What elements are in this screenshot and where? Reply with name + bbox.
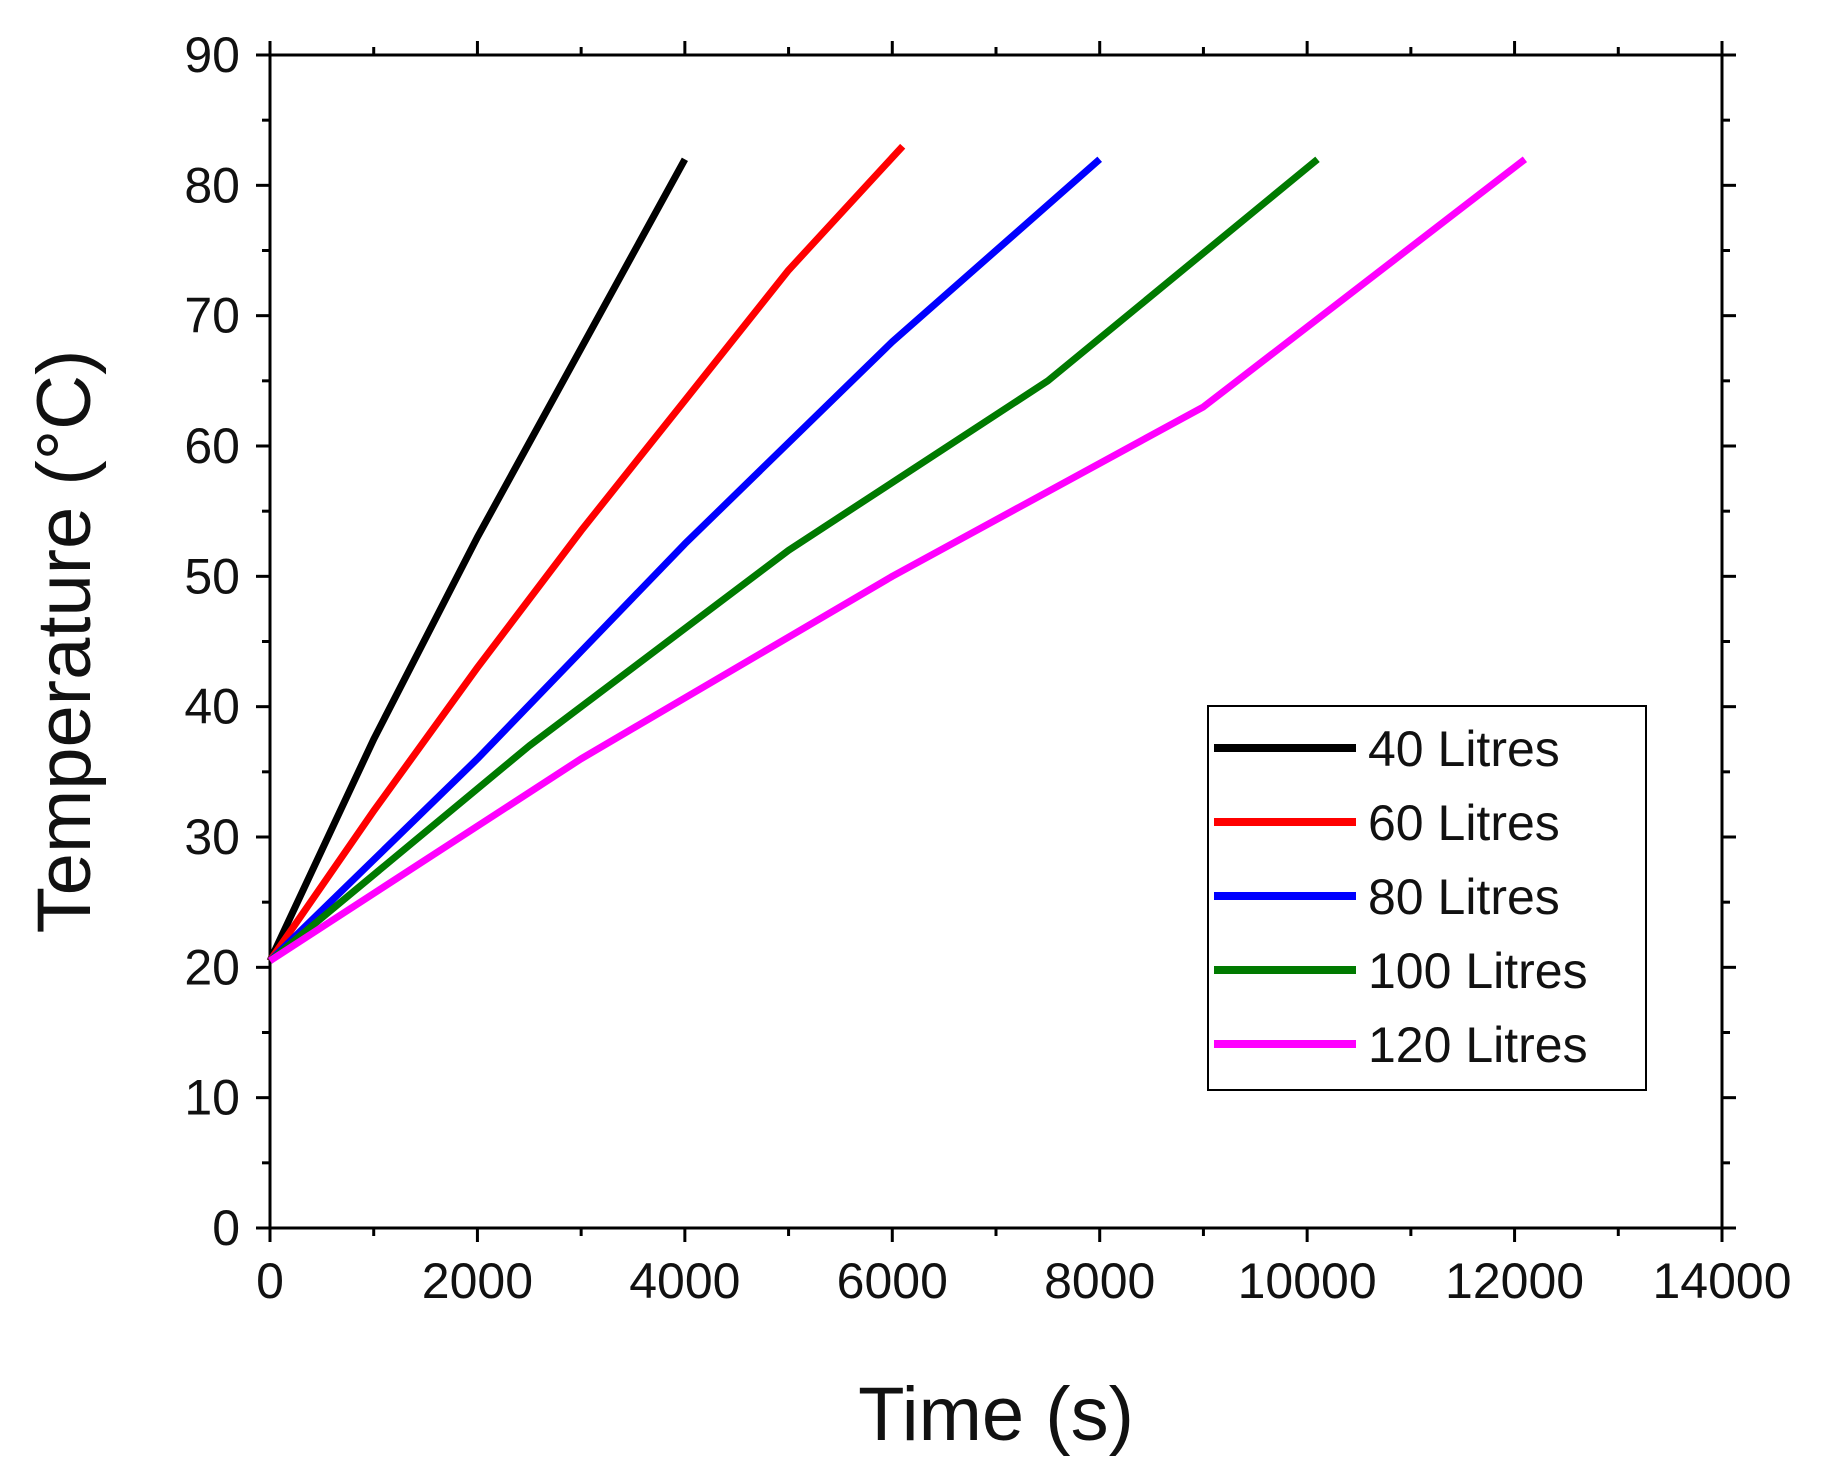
- series-line-4: [267, 156, 1320, 964]
- y-tick-label: 70: [184, 288, 240, 344]
- x-tick-label: 14000: [1652, 1253, 1791, 1309]
- y-tick-label: 40: [184, 679, 240, 735]
- legend-label: 80 Litres: [1368, 869, 1560, 925]
- y-tick-label: 60: [184, 418, 240, 474]
- x-tick-label: 2000: [422, 1253, 533, 1309]
- x-tick-label: 4000: [629, 1253, 740, 1309]
- series-line-2: [267, 143, 906, 963]
- y-axis-title: Temperature (°C): [22, 350, 107, 934]
- y-tick-label: 80: [184, 157, 240, 213]
- y-tick-label: 90: [184, 27, 240, 83]
- legend-label: 100 Litres: [1368, 943, 1588, 999]
- series-line-1: [266, 157, 688, 963]
- axes-layer: 0 2000 4000 6000 8000 10000 12000 14000 0 10 20 30 4…: [184, 27, 1791, 1309]
- legend-label: 40 Litres: [1368, 721, 1560, 777]
- x-tick-label: 10000: [1238, 1253, 1377, 1309]
- x-tick-label: 6000: [837, 1253, 948, 1309]
- x-tick-label: 8000: [1044, 1253, 1155, 1309]
- legend-label: 60 Litres: [1368, 795, 1560, 851]
- y-tick-label: 20: [184, 939, 240, 995]
- x-axis-title: Time (s): [858, 1372, 1134, 1457]
- series-line-3: [267, 156, 1103, 964]
- legend: 40 Litres 60 Litres 80 Litres 100 Litres 120…: [1207, 705, 1647, 1091]
- y-tick-label: 30: [184, 809, 240, 865]
- x-tick-label: 0: [256, 1253, 284, 1309]
- legend-label: 120 Litres: [1368, 1017, 1588, 1073]
- series-layer: [266, 143, 1528, 964]
- y-tick-label: 10: [184, 1070, 240, 1126]
- x-tick-label: 12000: [1445, 1253, 1584, 1309]
- y-tick-label: 0: [212, 1200, 240, 1256]
- series-line-5: [268, 156, 1528, 964]
- y-tick-label: 50: [184, 548, 240, 604]
